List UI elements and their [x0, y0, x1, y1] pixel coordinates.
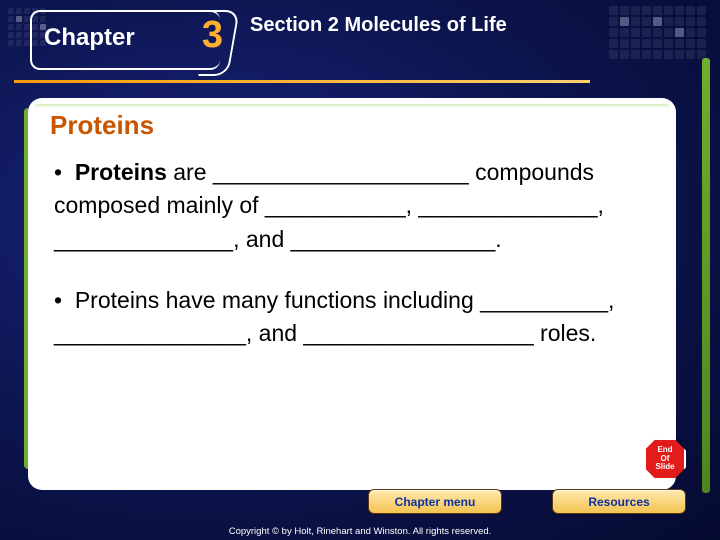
bullet-item: • Proteins are ____________________ comp…: [54, 156, 650, 256]
stop-line3: Slide: [655, 463, 674, 471]
decorative-grid-right: [609, 6, 706, 59]
bullet-lead: Proteins: [75, 159, 167, 185]
bullet-item: • Proteins have many functions including…: [54, 284, 650, 351]
chapter-number: 3: [202, 14, 223, 57]
resources-button[interactable]: Resources: [552, 489, 686, 514]
section-prefix: Section 2: [250, 14, 339, 36]
chapter-menu-button[interactable]: Chapter menu: [368, 489, 502, 514]
slide-root: Chapter 3 Section 2 Molecules of Life Pr…: [0, 0, 720, 540]
copyright-text: Copyright © by Holt, Rinehart and Winsto…: [0, 526, 720, 537]
stop-icon: End Of Slide: [644, 438, 686, 480]
vertical-accent: [702, 58, 710, 493]
horizontal-divider: [14, 80, 590, 83]
end-of-slide-badge: End Of Slide: [642, 438, 688, 480]
panel-title: Proteins: [50, 110, 154, 141]
chapter-tab: Chapter 3: [30, 10, 220, 70]
section-title: Section 2 Molecules of Life: [250, 14, 507, 37]
content-panel: Proteins • Proteins are ________________…: [28, 98, 676, 490]
chapter-label: Chapter: [44, 24, 135, 52]
bullet-list: • Proteins are ____________________ comp…: [54, 156, 650, 379]
bullet-text: Proteins have many functions including _…: [54, 287, 614, 346]
section-name: Molecules of Life: [344, 14, 506, 36]
